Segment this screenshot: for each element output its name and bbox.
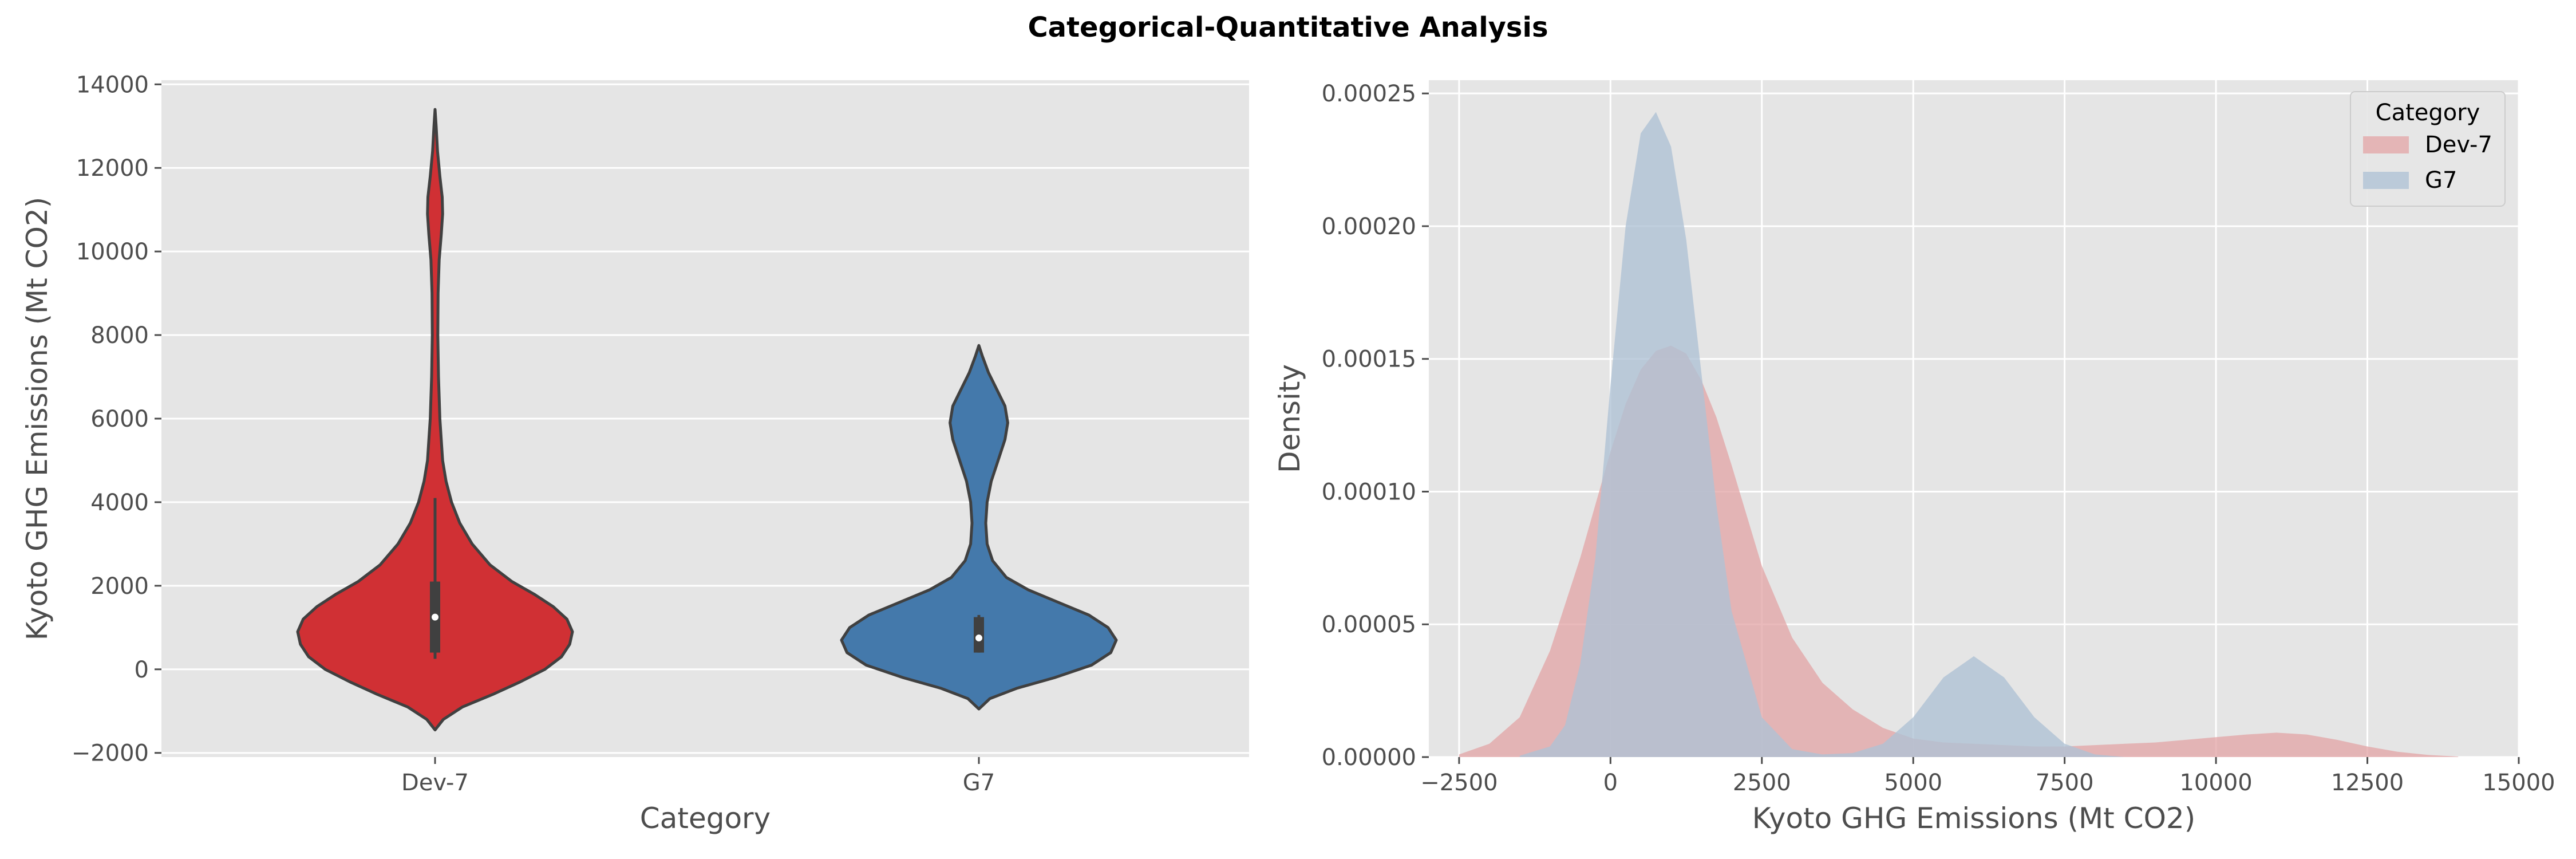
legend: Category Dev-7 G7 xyxy=(2350,91,2506,207)
density-plot-ticks: −2500 0 2500 5000 7500 10000 12500 15000 0.00000… xyxy=(1322,81,2555,796)
legend-label-dev7: Dev-7 xyxy=(2425,132,2492,158)
violin-median-g7 xyxy=(975,635,982,642)
density-x-axis-label: Kyoto GHG Emissions (Mt CO2) xyxy=(1752,802,2196,835)
density-x-tick-label: 10000 xyxy=(2179,770,2252,796)
violin-body-dev-7 xyxy=(296,108,574,732)
density-y-tick-label: 0.00005 xyxy=(1322,612,1416,638)
density-x-tick-label: 12500 xyxy=(2331,770,2404,796)
density-x-tick-label: 7500 xyxy=(2036,770,2094,796)
legend-swatch-dev7 xyxy=(2363,136,2409,153)
violin-y-tick-label: 0 xyxy=(135,657,149,683)
density-x-tick-label: 2500 xyxy=(1733,770,1791,796)
density-y-tick-label: 0.00015 xyxy=(1322,346,1416,373)
density-y-tick-label: 0.00020 xyxy=(1322,214,1416,240)
violin-plot-grid xyxy=(161,83,1249,754)
violin-y-tick-label: −2000 xyxy=(72,740,149,767)
density-area-g7 xyxy=(1519,112,2125,758)
density-y-tick-label: 0.00000 xyxy=(1322,744,1416,771)
violin-x-axis-label: Category xyxy=(640,802,771,835)
density-x-tick-label: 0 xyxy=(1603,770,1618,796)
density-y-tick-label: 0.00025 xyxy=(1322,81,1416,107)
legend-title: Category xyxy=(2376,100,2480,126)
violin-x-tick-label: Dev-7 xyxy=(401,770,469,796)
violin-body-g7 xyxy=(840,344,1118,711)
violin-median-dev-7 xyxy=(432,613,438,621)
violin-y-tick-label: 6000 xyxy=(90,406,149,432)
density-plot-marks xyxy=(1459,112,2459,758)
legend-label-g7: G7 xyxy=(2425,167,2457,194)
violin-plot-marks xyxy=(296,108,1118,732)
density-x-tick-label: −2500 xyxy=(1420,770,1498,796)
violin-y-tick-label: 14000 xyxy=(76,72,149,98)
density-plot: −2500 0 2500 5000 7500 10000 12500 15000 0.00000… xyxy=(1273,80,2555,835)
figure-title: Categorical-Quantitative Analysis xyxy=(1028,11,1548,44)
violin-y-tick-label: 10000 xyxy=(76,239,149,265)
violin-plot: −2000 0 2000 4000 6000 8000 10000 12000 14000 Dev… xyxy=(21,72,1249,835)
violin-y-tick-label: 4000 xyxy=(90,490,149,516)
violin-x-tick-label: G7 xyxy=(963,770,995,796)
violin-plot-ticks: −2000 0 2000 4000 6000 8000 10000 12000 14000 Dev… xyxy=(72,72,995,796)
violin-y-tick-label: 12000 xyxy=(76,155,149,182)
violin-y-tick-label: 2000 xyxy=(90,573,149,600)
density-x-tick-label: 5000 xyxy=(1884,770,1942,796)
density-x-tick-label: 15000 xyxy=(2482,770,2555,796)
legend-swatch-g7 xyxy=(2363,172,2409,189)
violin-y-tick-label: 8000 xyxy=(90,322,149,349)
density-y-tick-label: 0.00010 xyxy=(1322,479,1416,505)
density-y-axis-label: Density xyxy=(1273,364,1306,473)
violin-y-axis-label: Kyoto GHG Emissions (Mt CO2) xyxy=(21,197,54,641)
